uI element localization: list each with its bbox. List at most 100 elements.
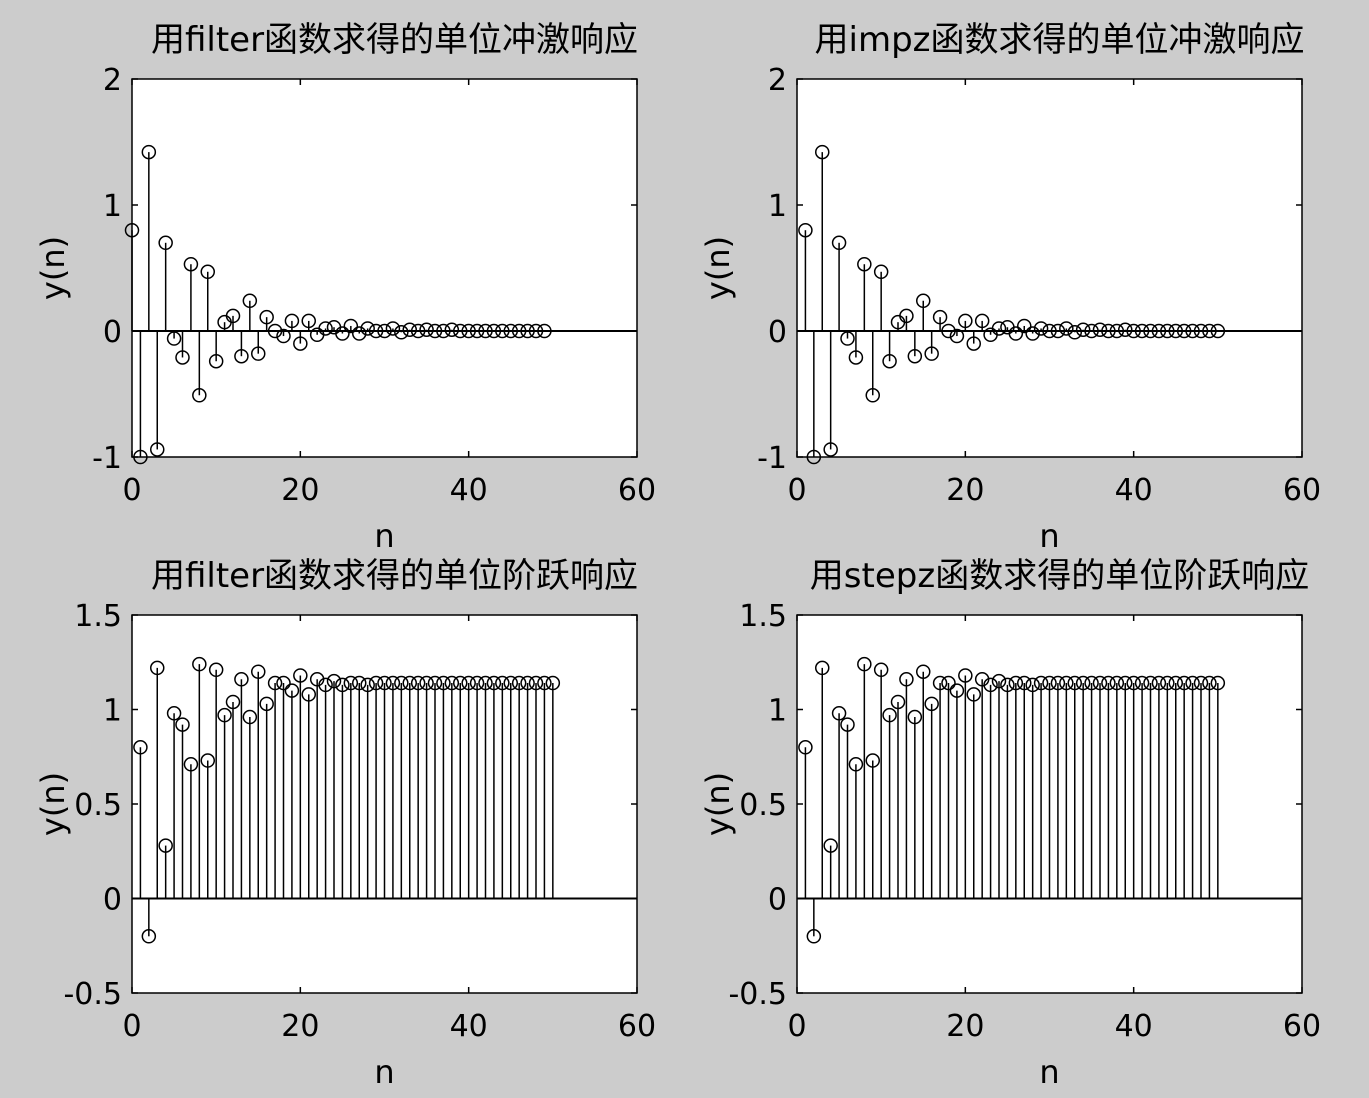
stem-marker bbox=[276, 675, 291, 691]
stem-marker bbox=[865, 753, 880, 768]
x-tick-label: 60 bbox=[1283, 473, 1321, 508]
stem-marker bbox=[192, 388, 207, 403]
stem-marker bbox=[511, 675, 527, 691]
stem-marker bbox=[932, 309, 948, 325]
stem-marker bbox=[1193, 675, 1209, 691]
y-tick-label: 0.5 bbox=[739, 788, 787, 823]
stem-marker bbox=[360, 677, 375, 693]
stem-marker bbox=[882, 353, 897, 369]
stem-marker bbox=[166, 706, 182, 721]
stem-marker bbox=[1134, 675, 1150, 691]
x-tick-label: 60 bbox=[618, 473, 656, 508]
stem-marker bbox=[1075, 322, 1091, 337]
stem-marker bbox=[166, 331, 182, 346]
stem-marker bbox=[208, 662, 224, 678]
stem-marker bbox=[242, 293, 258, 309]
stem-marker bbox=[419, 675, 434, 691]
x-tick-label: 0 bbox=[122, 1009, 141, 1044]
stem-marker bbox=[840, 717, 855, 732]
stem-marker bbox=[1185, 675, 1200, 691]
stem-marker bbox=[200, 264, 215, 280]
stem-marker bbox=[150, 442, 165, 457]
stem-marker bbox=[234, 348, 249, 364]
stem-marker bbox=[343, 675, 359, 691]
stem-marker bbox=[267, 675, 283, 691]
stem-marker bbox=[899, 308, 914, 324]
stem-marker bbox=[495, 323, 510, 339]
x-tick-label: 0 bbox=[787, 473, 806, 508]
y-tick-label: 1.5 bbox=[739, 599, 787, 634]
chart-title: 用stepz函数求得的单位阶跃响应 bbox=[810, 556, 1309, 596]
stem-marker bbox=[293, 668, 308, 683]
stem-marker bbox=[410, 675, 426, 691]
y-tick-label: 0 bbox=[103, 883, 122, 918]
stem-marker bbox=[444, 322, 460, 337]
y-tick-label: 0 bbox=[768, 315, 787, 350]
stem-marker bbox=[1185, 323, 1200, 339]
stem-marker bbox=[360, 321, 375, 336]
y-axis-label: y(n) bbox=[699, 772, 737, 836]
x-tick-label: 20 bbox=[281, 1009, 319, 1044]
stem-marker bbox=[335, 677, 350, 693]
stem-marker bbox=[966, 687, 981, 702]
stem-marker bbox=[511, 323, 527, 339]
stem-marker bbox=[528, 675, 544, 691]
stem-marker bbox=[293, 336, 308, 351]
stem-marker bbox=[840, 331, 855, 346]
stem-marker bbox=[882, 707, 897, 723]
x-tick-label: 0 bbox=[787, 1009, 806, 1044]
stem-marker bbox=[798, 222, 813, 238]
y-tick-label: 1 bbox=[768, 694, 787, 729]
chart-title: 用impz函数求得的单位冲激响应 bbox=[815, 20, 1305, 60]
stem-marker bbox=[1092, 675, 1108, 691]
stem-marker bbox=[208, 353, 224, 369]
stem-marker bbox=[234, 672, 249, 687]
stem-marker bbox=[385, 675, 401, 691]
stem-marker bbox=[259, 309, 274, 325]
stem-marker bbox=[873, 264, 889, 280]
x-tick-label: 60 bbox=[1283, 1009, 1321, 1044]
stem-marker bbox=[368, 675, 384, 691]
stem-marker bbox=[924, 346, 939, 361]
stem-marker bbox=[335, 326, 350, 341]
stem-marker bbox=[1126, 323, 1141, 339]
stem-marker bbox=[1067, 675, 1082, 691]
stem-marker bbox=[924, 696, 939, 712]
stem-marker bbox=[141, 144, 157, 160]
stem-marker bbox=[1210, 675, 1226, 691]
stem-marker bbox=[1050, 675, 1066, 691]
stem-marker bbox=[469, 675, 485, 691]
stem-marker bbox=[495, 675, 510, 691]
stem-marker bbox=[1176, 675, 1192, 691]
stem-marker bbox=[200, 753, 215, 768]
x-tick-label: 20 bbox=[946, 1009, 984, 1044]
stem-marker bbox=[890, 694, 906, 710]
stem-marker bbox=[1017, 318, 1032, 334]
stem-marker bbox=[815, 144, 830, 160]
x-tick-label: 20 bbox=[946, 473, 984, 508]
stem-marker bbox=[175, 717, 190, 732]
stem-marker bbox=[377, 675, 392, 691]
stem-marker bbox=[1059, 321, 1074, 336]
stem-marker bbox=[478, 323, 493, 339]
stem-marker bbox=[469, 323, 485, 339]
stem-marker bbox=[158, 235, 173, 251]
stem-marker bbox=[1008, 675, 1024, 691]
stem-marker bbox=[916, 664, 931, 679]
stem-marker bbox=[1025, 326, 1040, 341]
stem-marker bbox=[444, 675, 460, 691]
stem-marker bbox=[225, 694, 241, 710]
stem-marker bbox=[453, 323, 468, 339]
stem-marker bbox=[183, 256, 199, 272]
x-axis-label: n bbox=[374, 517, 394, 555]
stem-marker bbox=[941, 675, 956, 691]
stem-marker bbox=[402, 675, 417, 691]
y-tick-label: 0 bbox=[768, 883, 787, 918]
stem-marker bbox=[1000, 677, 1015, 693]
stem-marker bbox=[1025, 677, 1040, 693]
stem-marker bbox=[865, 388, 880, 403]
stem-marker bbox=[991, 321, 1007, 336]
y-tick-label: -0.5 bbox=[728, 977, 787, 1012]
stem-marker bbox=[798, 740, 813, 755]
